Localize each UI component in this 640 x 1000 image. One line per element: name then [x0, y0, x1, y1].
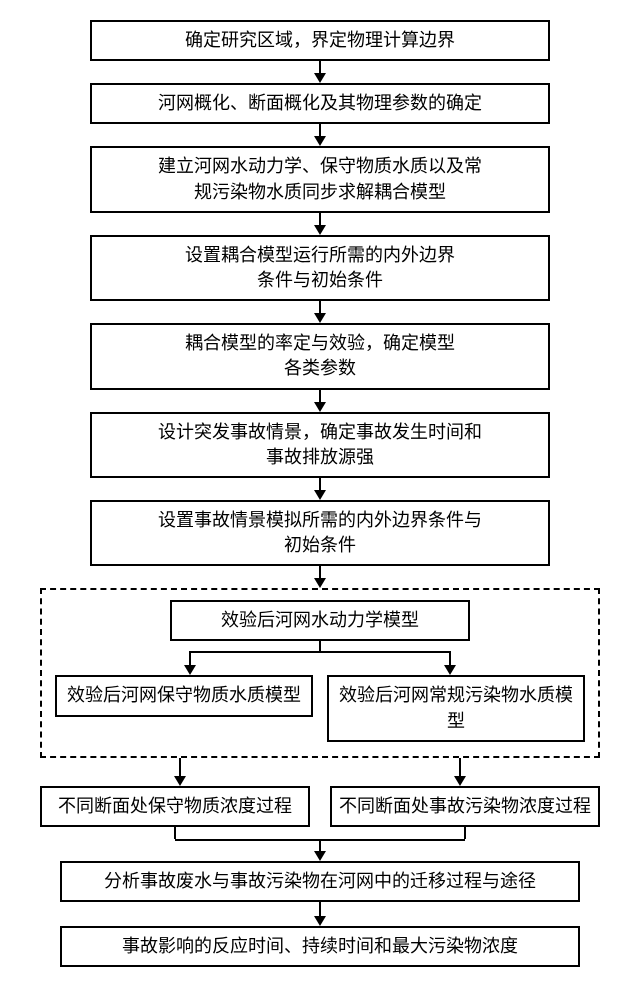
step-3-line2: 规污染物水质同步求解耦合模型	[194, 182, 446, 202]
arrow	[454, 758, 466, 786]
arrow	[314, 213, 326, 235]
step-4-line2: 条件与初始条件	[257, 270, 383, 290]
step-4-line1: 设置耦合模型运行所需的内外边界	[185, 245, 455, 265]
step-2-text: 河网概化、断面概化及其物理参数的确定	[158, 93, 482, 113]
arrow	[314, 478, 326, 500]
step-7-line1: 设置事故情景模拟所需的内外边界条件与	[158, 510, 482, 530]
result-right: 不同断面处事故污染物浓度过程	[330, 786, 600, 827]
group-left: 效验后河网保守物质水质模型	[55, 675, 313, 716]
arrow	[314, 124, 326, 146]
step-6: 设计突发事故情景，确定事故发生时间和 事故排放源强	[90, 412, 550, 478]
group-left-text: 效验后河网保守物质水质模型	[67, 685, 301, 705]
step-2: 河网概化、断面概化及其物理参数的确定	[90, 83, 550, 124]
flowchart: 确定研究区域，界定物理计算边界 河网概化、断面概化及其物理参数的确定 建立河网水…	[40, 20, 600, 967]
result-left-text: 不同断面处保守物质浓度过程	[58, 796, 292, 816]
result-right-text: 不同断面处事故污染物浓度过程	[339, 796, 591, 816]
step-1: 确定研究区域，界定物理计算边界	[90, 20, 550, 61]
step-7: 设置事故情景模拟所需的内外边界条件与 初始条件	[90, 500, 550, 566]
step-3: 建立河网水动力学、保守物质水质以及常 规污染物水质同步求解耦合模型	[90, 146, 550, 212]
merge-connector	[40, 827, 600, 861]
arrow	[314, 301, 326, 323]
step-5: 耦合模型的率定与效验，确定模型 各类参数	[90, 323, 550, 389]
arrow	[314, 902, 326, 926]
step-10: 分析事故废水与事故污染物在河网中的迁移过程与途径	[60, 861, 580, 902]
step-5-line1: 耦合模型的率定与效验，确定模型	[185, 333, 455, 353]
group-right-text: 效验后河网常规污染物水质模型	[339, 685, 573, 730]
result-pair: 不同断面处保守物质浓度过程 不同断面处事故污染物浓度过程	[40, 786, 600, 827]
arrow	[314, 61, 326, 83]
step-6-line1: 设计突发事故情景，确定事故发生时间和	[158, 422, 482, 442]
step-11: 事故影响的反应时间、持续时间和最大污染物浓度	[60, 926, 580, 967]
step-1-text: 确定研究区域，界定物理计算边界	[185, 30, 455, 50]
step-10-text: 分析事故废水与事故污染物在河网中的迁移过程与途径	[104, 871, 536, 891]
validated-model-group: 效验后河网水动力学模型 效验后河网保守物质水质模型 效验后河网常规污染物水质模型	[40, 588, 600, 758]
result-left: 不同断面处保守物质浓度过程	[40, 786, 310, 827]
step-6-line2: 事故排放源强	[266, 447, 374, 467]
split-connector	[60, 641, 580, 675]
step-7-line2: 初始条件	[284, 535, 356, 555]
arrow	[314, 390, 326, 412]
group-pair: 效验后河网保守物质水质模型 效验后河网常规污染物水质模型	[55, 675, 585, 741]
step-11-text: 事故影响的反应时间、持续时间和最大污染物浓度	[122, 936, 518, 956]
group-top: 效验后河网水动力学模型	[170, 600, 470, 641]
step-5-line2: 各类参数	[284, 358, 356, 378]
arrow	[314, 566, 326, 588]
parallel-arrows	[40, 758, 600, 786]
group-top-text: 效验后河网水动力学模型	[221, 610, 419, 630]
group-right: 效验后河网常规污染物水质模型	[327, 675, 585, 741]
arrow	[174, 758, 186, 786]
step-4: 设置耦合模型运行所需的内外边界 条件与初始条件	[90, 235, 550, 301]
step-3-line1: 建立河网水动力学、保守物质水质以及常	[158, 156, 482, 176]
